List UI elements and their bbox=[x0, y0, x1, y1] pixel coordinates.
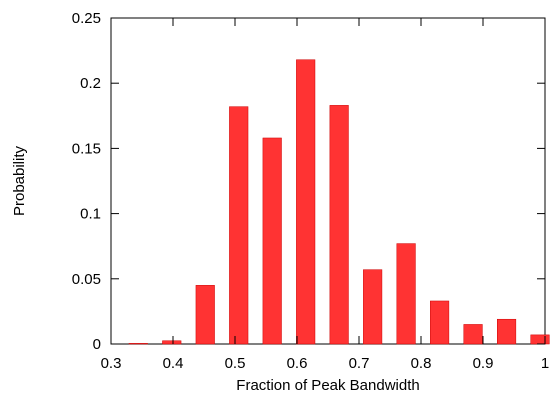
bar bbox=[128, 343, 148, 345]
bar bbox=[296, 59, 316, 345]
x-axis: 0.3 0.4 0.5 0.6 0.7 0.8 0.9 1 bbox=[101, 18, 549, 372]
x-tick-label: 0.5 bbox=[225, 355, 246, 372]
y-tick-label: 0.05 bbox=[72, 271, 101, 288]
bar bbox=[497, 318, 517, 345]
y-axis: 0 0.05 0.1 0.15 0.2 0.25 bbox=[72, 10, 545, 353]
x-tick-label: 0.3 bbox=[101, 355, 122, 372]
x-axis-label: Fraction of Peak Bandwidth bbox=[236, 377, 419, 394]
x-tick-label: 0.9 bbox=[473, 355, 494, 372]
bar bbox=[363, 269, 383, 345]
y-tick-label: 0.2 bbox=[80, 75, 101, 92]
bar bbox=[463, 324, 483, 345]
bar bbox=[162, 340, 182, 345]
bars-layer bbox=[128, 59, 550, 345]
bar bbox=[430, 300, 450, 345]
x-tick-label: 0.7 bbox=[349, 355, 370, 372]
x-tick-label: 0.4 bbox=[163, 355, 184, 372]
y-tick-label: 0.1 bbox=[80, 206, 101, 223]
bar bbox=[396, 243, 416, 345]
x-tick-label: 0.6 bbox=[287, 355, 308, 372]
bar bbox=[262, 137, 282, 345]
x-tick-label: 0.8 bbox=[411, 355, 432, 372]
bar bbox=[530, 334, 550, 345]
y-tick-label: 0.15 bbox=[72, 140, 101, 157]
y-tick-label: 0.25 bbox=[72, 10, 101, 27]
x-tick-label: 1 bbox=[541, 355, 549, 372]
bar bbox=[229, 106, 249, 345]
bar bbox=[195, 285, 215, 345]
bar bbox=[329, 105, 349, 345]
y-axis-label: Probability bbox=[11, 145, 28, 216]
y-tick-label: 0 bbox=[93, 336, 101, 353]
plot-frame bbox=[110, 17, 546, 345]
